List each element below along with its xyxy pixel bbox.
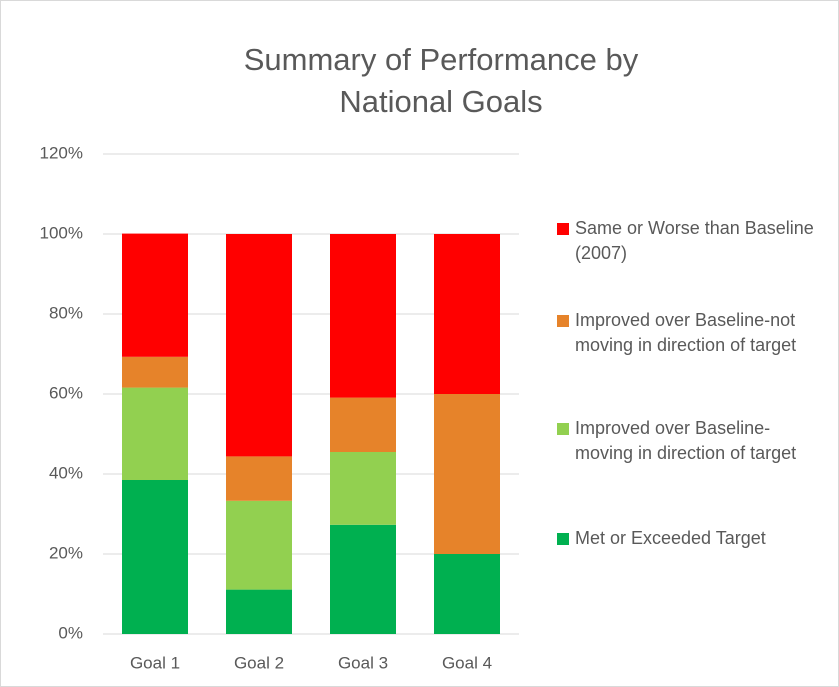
y-tick-label: 20% [49, 543, 83, 562]
y-tick-label: 120% [40, 143, 83, 162]
y-tick-label: 60% [49, 383, 83, 402]
legend-label: Improved over Baseline-moving in directi… [575, 418, 797, 463]
bar-segment [226, 456, 292, 501]
legend-label: Met or Exceeded Target [575, 528, 766, 548]
y-tick-label: 40% [49, 463, 83, 482]
legend-swatch [557, 533, 569, 545]
bar-segment [330, 397, 396, 452]
legend-label: Improved over Baseline-not moving in dir… [575, 310, 797, 355]
y-tick-label: 0% [58, 623, 83, 642]
bar-segment [122, 387, 188, 480]
bar-segment [434, 234, 500, 394]
bar-segment [226, 500, 292, 590]
bar-segment [434, 554, 500, 634]
bar-segment [122, 356, 188, 388]
bar-segment [330, 524, 396, 634]
x-tick-label: Goal 3 [338, 653, 388, 672]
bar-segment [122, 233, 188, 357]
x-tick-label: Goal 4 [442, 653, 492, 672]
legend-swatch [557, 315, 569, 327]
chart-title: Summary of Performance by National Goals [243, 42, 639, 119]
bar-segment [330, 452, 396, 525]
x-tick-label: Goal 1 [130, 653, 180, 672]
bar-segment [226, 234, 292, 457]
bar-segment [226, 589, 292, 634]
x-tick-label: Goal 2 [234, 653, 284, 672]
bar-segment [330, 234, 396, 398]
y-tick-label: 80% [49, 303, 83, 322]
legend-label: Same or Worse than Baseline (2007) [575, 218, 814, 263]
bar-segment [122, 480, 188, 634]
legend-swatch [557, 423, 569, 435]
legend-swatch [557, 223, 569, 235]
y-tick-label: 100% [40, 223, 83, 242]
bar-segment [434, 394, 500, 554]
